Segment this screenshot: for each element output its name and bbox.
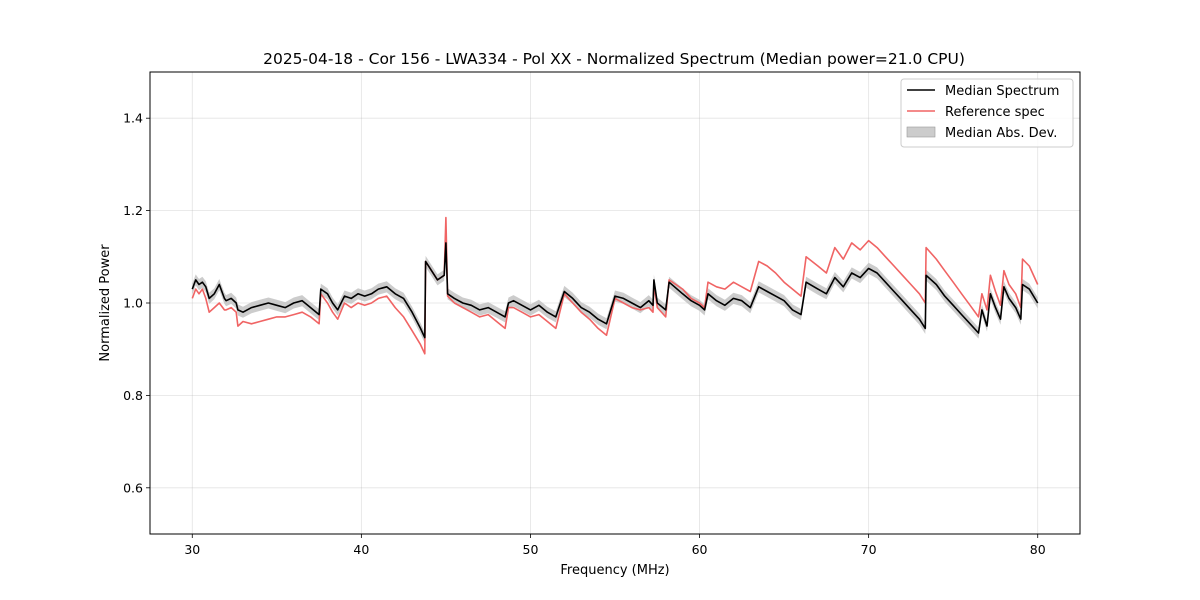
chart-title: 2025-04-18 - Cor 156 - LWA334 - Pol XX -… xyxy=(263,50,965,68)
y-tick-label: 0.6 xyxy=(123,480,143,495)
legend: Median Spectrum Reference spec Median Ab… xyxy=(900,78,1074,148)
mad-band-layer xyxy=(192,237,1038,344)
legend-label-mad: Median Abs. Dev. xyxy=(945,126,1057,141)
x-tick-label: 80 xyxy=(1030,542,1046,557)
y-tick-label: 1.4 xyxy=(123,111,143,126)
series-layer xyxy=(191,216,1039,355)
legend-swatch-mad xyxy=(906,126,936,138)
x-tick-label: 50 xyxy=(523,542,539,557)
x-tick-label: 30 xyxy=(184,542,200,557)
median-spectrum-line xyxy=(191,242,1039,339)
ticks: 30 40 50 60 70 80 0.6 0.8 1.0 1.2 1.4 xyxy=(123,111,1046,557)
y-tick-label: 1.0 xyxy=(123,296,143,311)
legend-label-median: Median Spectrum xyxy=(945,84,1059,99)
mad-band xyxy=(192,237,1038,344)
legend-label-reference: Reference spec xyxy=(945,105,1045,120)
y-axis-label: Normalized Power xyxy=(98,244,113,362)
x-axis-label: Frequency (MHz) xyxy=(560,563,669,578)
x-tick-label: 60 xyxy=(692,542,708,557)
y-tick-label: 1.2 xyxy=(123,203,143,218)
reference-spectrum-line xyxy=(191,216,1039,355)
x-tick-label: 40 xyxy=(353,542,369,557)
legend-box xyxy=(900,78,1074,148)
y-tick-label: 0.8 xyxy=(123,388,143,403)
x-tick-label: 70 xyxy=(861,542,877,557)
